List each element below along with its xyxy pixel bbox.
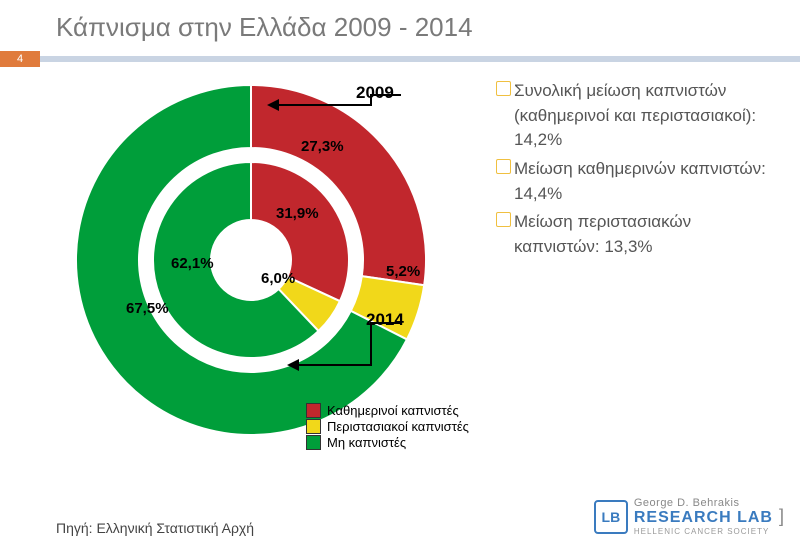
brand-line1: George D. Behrakis [634, 497, 773, 509]
legend-label-1: Περιστασιακοί καπνιστές [327, 419, 469, 434]
header-bar: 4 [0, 51, 800, 67]
page-title: Κάπνισμα στην Ελλάδα 2009 - 2014 [0, 0, 800, 51]
info-column: Συνολική μείωση καπνιστών (καθημερινοί κ… [496, 75, 766, 445]
footer: Πηγή: Ελληνική Στατιστική Αρχή LB George… [56, 497, 784, 536]
outer-label-1: 5,2% [386, 263, 420, 280]
info-item: Μείωση περιστασιακών καπνιστών: 13,3% [496, 210, 766, 259]
legend-label-2: Μη καπνιστές [327, 435, 406, 450]
legend-item: Μη καπνιστές [306, 435, 469, 450]
legend-swatch-1 [306, 419, 321, 434]
legend-label-0: Καθημερινοί καπνιστές [327, 403, 459, 418]
legend-swatch-0 [306, 403, 321, 418]
donut-svg [66, 75, 436, 445]
brand-logo: LB George D. Behrakis RESEARCH LAB HELLE… [594, 497, 784, 536]
bullet-icon [496, 81, 511, 96]
inner-label-0: 31,9% [276, 205, 319, 222]
header-rule [40, 56, 800, 62]
page-number: 4 [0, 51, 40, 67]
chart-legend: Καθημερινοί καπνιστές Περιστασιακοί καπν… [306, 403, 469, 451]
inner-label-1: 6,0% [261, 270, 295, 287]
brand-icon: LB [594, 500, 628, 534]
source-text: Πηγή: Ελληνική Στατιστική Αρχή [56, 520, 254, 536]
legend-swatch-2 [306, 435, 321, 450]
content-row: 2009 2014 27,3% 5,2% 67,5% 31,9% 6,0% 62… [0, 67, 800, 445]
bullet-icon [496, 212, 511, 227]
year-label-2014: 2014 [366, 310, 404, 330]
brand-text: George D. Behrakis RESEARCH LAB HELLENIC… [634, 497, 773, 536]
bullet-icon [496, 159, 511, 174]
brand-trailing: ] [779, 506, 784, 527]
outer-label-2: 67,5% [126, 300, 169, 317]
chart-column: 2009 2014 27,3% 5,2% 67,5% 31,9% 6,0% 62… [56, 75, 496, 445]
brand-line3: HELLENIC CANCER SOCIETY [634, 527, 773, 536]
info-text-1: Μείωση καθημερινών καπνιστών: 14,4% [514, 159, 766, 203]
info-item: Μείωση καθημερινών καπνιστών: 14,4% [496, 157, 766, 206]
info-item: Συνολική μείωση καπνιστών (καθημερινοί κ… [496, 79, 766, 153]
nested-donut-chart: 2009 2014 27,3% 5,2% 67,5% 31,9% 6,0% 62… [66, 75, 436, 445]
outer-label-0: 27,3% [301, 138, 344, 155]
legend-item: Περιστασιακοί καπνιστές [306, 419, 469, 434]
legend-item: Καθημερινοί καπνιστές [306, 403, 469, 418]
info-text-0: Συνολική μείωση καπνιστών (καθημερινοί κ… [514, 81, 756, 149]
info-text-2: Μείωση περιστασιακών καπνιστών: 13,3% [514, 212, 691, 256]
inner-label-2: 62,1% [171, 255, 214, 272]
year-label-2009: 2009 [356, 83, 394, 103]
brand-line2: RESEARCH LAB [634, 509, 773, 527]
